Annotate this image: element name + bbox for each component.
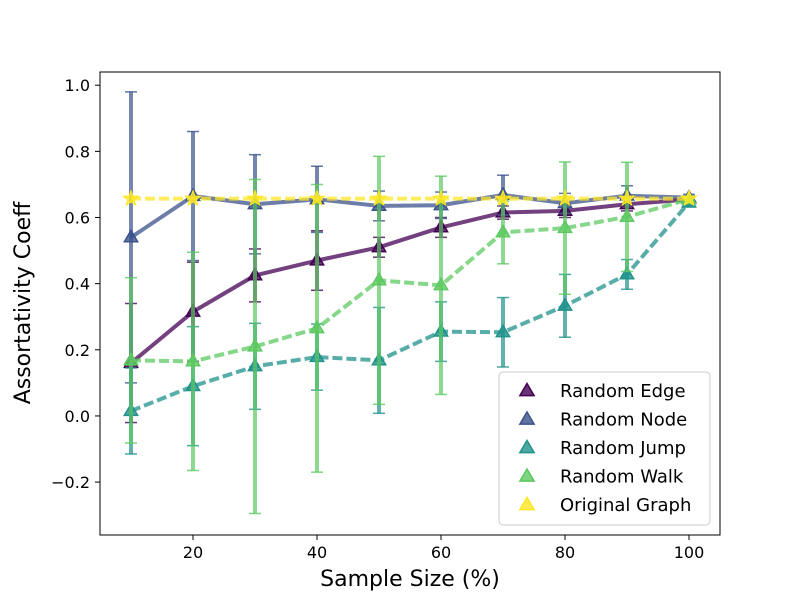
- chart-marks: [122, 91, 698, 515]
- legend-marker: [518, 439, 536, 454]
- y-tick-label: 0.0: [65, 407, 90, 426]
- data-point: [246, 189, 264, 207]
- legend-marker: [518, 467, 536, 482]
- data-point: [370, 189, 388, 207]
- data-point: [556, 189, 574, 207]
- legend-label: Random Walk: [560, 467, 684, 488]
- x-tick-label: 20: [183, 543, 203, 562]
- data-point: [185, 352, 201, 367]
- y-axis: −0.2 0.0 0.2 0.4 0.6 0.8 1.0: [51, 76, 100, 492]
- series-line: [129, 197, 690, 365]
- legend-marker: [518, 410, 536, 425]
- y-tick-label: 0.2: [65, 341, 90, 360]
- x-tick-label: 100: [674, 543, 705, 562]
- x-axis: 20 40 60 80 100: [183, 535, 704, 562]
- x-axis-label: Sample Size (%): [320, 567, 500, 592]
- y-tick-label: 0.8: [65, 142, 90, 161]
- data-point: [123, 351, 139, 366]
- legend-label: Random Jump: [560, 438, 686, 459]
- data-point: [619, 208, 635, 222]
- legend-label: Random Node: [560, 410, 687, 431]
- legend-label: Original Graph: [560, 495, 691, 516]
- data-point: [557, 219, 573, 234]
- series-line: [130, 197, 690, 364]
- legend-marker: [518, 496, 536, 511]
- data-point: [495, 323, 511, 338]
- data-point: [495, 223, 511, 238]
- data-point: [557, 297, 573, 311]
- data-point: [433, 276, 449, 291]
- y-tick-label: −0.2: [51, 473, 90, 492]
- data-point: [619, 265, 635, 280]
- legend-label: Random Edge: [560, 381, 686, 402]
- legend: Random Edge Random Node Random Jump Random …: [498, 371, 711, 526]
- data-point: [247, 338, 263, 352]
- legend-box: [498, 371, 711, 526]
- series-line: [129, 193, 690, 240]
- y-tick-label: 0.6: [65, 209, 90, 228]
- data-point: [308, 189, 326, 207]
- y-tick-label: 1.0: [65, 76, 90, 95]
- data-point: [494, 189, 512, 207]
- data-point: [122, 189, 140, 207]
- x-tick-label: 60: [431, 543, 451, 562]
- data-point: [432, 189, 450, 207]
- y-axis-label: Assortativity Coeff: [11, 201, 36, 404]
- legend-marker: [518, 382, 536, 397]
- data-point: [618, 189, 636, 207]
- plot-frame: [99, 71, 721, 536]
- data-point: [184, 189, 202, 207]
- data-point: [371, 271, 387, 286]
- data-point: [680, 189, 698, 207]
- x-tick-label: 40: [307, 543, 327, 562]
- data-point: [309, 319, 325, 334]
- series-line: [130, 201, 691, 413]
- y-tick-label: 0.4: [65, 275, 90, 294]
- series-original-graph: [122, 189, 698, 207]
- data-point: [123, 228, 139, 243]
- x-tick-label: 80: [555, 543, 575, 562]
